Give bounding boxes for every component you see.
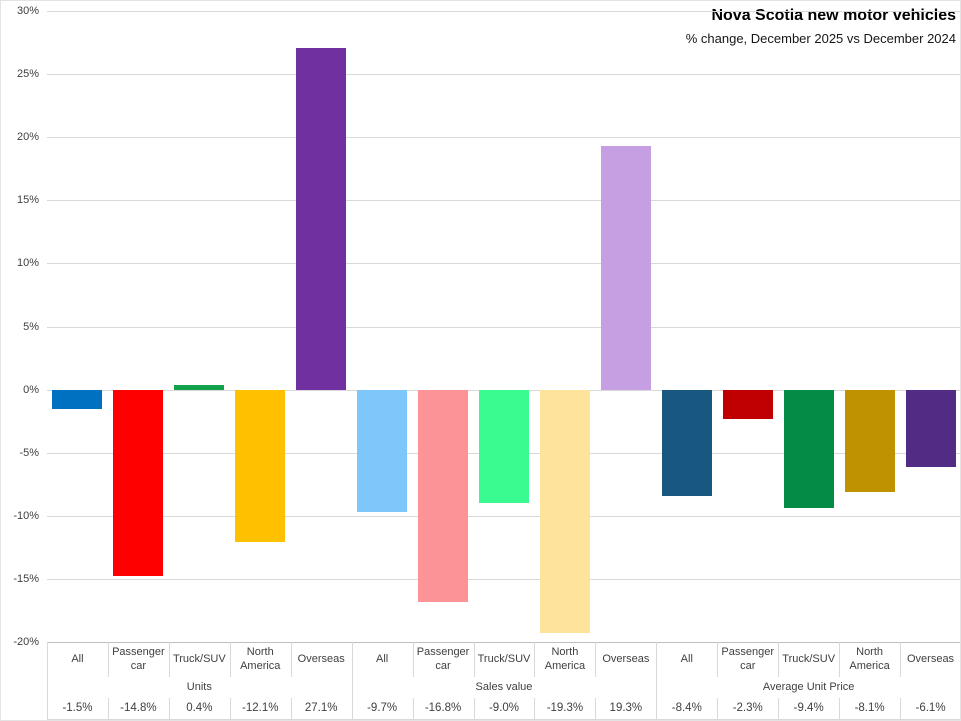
group-label-units: Units xyxy=(186,680,212,693)
value-label-sales-value-overseas: 19.3% xyxy=(609,702,643,715)
table-cell-border xyxy=(534,642,536,677)
category-label-overseas: Overseas xyxy=(297,652,345,665)
bar-average-unit-price-truck-suv xyxy=(783,389,834,509)
value-label-average-unit-price-overseas: -6.1% xyxy=(915,702,946,715)
table-cell-border xyxy=(229,698,231,719)
y-tick-label: -20% xyxy=(13,636,39,648)
y-tick-label: 10% xyxy=(16,257,39,270)
category-label-truck-suv: Truck/SUV xyxy=(172,652,226,665)
bar-sales-value-overseas xyxy=(600,146,651,390)
table-cell-border xyxy=(839,698,841,719)
table-cell-border xyxy=(107,642,109,677)
table-group-border xyxy=(656,642,658,719)
table-cell-border xyxy=(595,698,597,719)
value-label-sales-value-north-america: -19.3% xyxy=(546,702,584,715)
chart-title: Nova Scotia new motor vehicles xyxy=(711,7,956,24)
bar-average-unit-price-all xyxy=(661,389,712,496)
table-cell-border xyxy=(168,642,170,677)
category-label-north-america: North America xyxy=(544,645,586,672)
category-label-north-america: North America xyxy=(849,645,890,672)
gridline xyxy=(47,263,960,265)
value-label-average-unit-price-all: -8.4% xyxy=(671,702,702,715)
value-label-units-overseas: 27.1% xyxy=(304,702,338,715)
y-tick-label: 30% xyxy=(16,5,39,17)
gridline xyxy=(47,137,960,139)
category-label-overseas: Overseas xyxy=(602,652,650,665)
group-label-sales-value: Sales value xyxy=(475,680,533,693)
table-cell-border xyxy=(473,642,475,677)
category-label-overseas: Overseas xyxy=(906,652,955,665)
table-cell-border xyxy=(717,698,719,719)
chart-subtitle: % change, December 2025 vs December 2024 xyxy=(685,31,956,46)
value-label-sales-value-all: -9.7% xyxy=(367,702,398,715)
table-cell-border xyxy=(473,698,475,719)
gridline xyxy=(47,326,960,328)
table-cell-border xyxy=(168,698,170,719)
category-label-north-america: North America xyxy=(240,645,281,672)
bar-sales-value-all xyxy=(357,389,408,512)
value-label-units-all: -1.5% xyxy=(62,702,93,715)
table-cell-border xyxy=(412,698,414,719)
y-tick-label: -5% xyxy=(19,446,39,459)
table-cell-border xyxy=(778,642,780,677)
table-cell-border xyxy=(534,698,536,719)
value-label-sales-value-truck-suv: -9.0% xyxy=(488,702,520,715)
table-cell-border xyxy=(900,698,902,719)
table-cell-border xyxy=(839,642,841,677)
value-label-units-north-america: -12.1% xyxy=(242,702,279,715)
gridline xyxy=(47,200,960,202)
gridline xyxy=(47,515,960,517)
value-label-units-truck-suv: 0.4% xyxy=(186,702,213,715)
y-tick-label: -10% xyxy=(13,509,39,522)
category-label-all: All xyxy=(376,652,389,665)
table-cell-border xyxy=(290,698,292,719)
y-tick-label: 5% xyxy=(23,320,39,333)
bar-units-all xyxy=(52,389,103,409)
category-label-passenger-car: Passenger car xyxy=(721,645,775,672)
table-cell-border xyxy=(717,642,719,677)
bar-units-passenger-car xyxy=(113,389,164,577)
table-cell-border xyxy=(595,642,597,677)
value-label-units-passenger-car: -14.8% xyxy=(120,702,157,715)
bar-units-truck-suv xyxy=(174,384,225,390)
table-cell-border xyxy=(290,642,292,677)
y-tick-label: 0% xyxy=(23,383,39,396)
bar-average-unit-price-passenger-car xyxy=(722,389,773,419)
gridline xyxy=(47,74,960,76)
axis-line xyxy=(47,642,960,643)
bar-average-unit-price-overseas xyxy=(905,389,956,467)
gridline xyxy=(47,11,960,12)
bar-sales-value-passenger-car xyxy=(418,389,469,602)
category-label-passenger-car: Passenger car xyxy=(416,645,470,672)
table-bottom-border xyxy=(47,719,960,720)
y-tick-label: 20% xyxy=(16,131,39,144)
bar-average-unit-price-north-america xyxy=(844,389,895,492)
bar-sales-value-truck-suv xyxy=(479,389,529,504)
bar-sales-value-north-america xyxy=(539,389,590,634)
table-cell-border xyxy=(778,698,780,719)
category-label-passenger-car: Passenger car xyxy=(112,645,165,672)
table-cell-border xyxy=(107,698,109,719)
group-label-average-unit-price: Average Unit Price xyxy=(762,680,855,693)
bar-units-north-america xyxy=(235,389,286,543)
value-label-average-unit-price-passenger-car: -2.3% xyxy=(732,702,763,715)
y-tick-label: -15% xyxy=(13,572,39,585)
value-label-average-unit-price-north-america: -8.1% xyxy=(854,702,885,715)
table-cell-border xyxy=(229,642,231,677)
value-label-average-unit-price-truck-suv: -9.4% xyxy=(793,702,824,715)
value-label-sales-value-passenger-car: -16.8% xyxy=(424,702,462,715)
category-label-all: All xyxy=(71,652,84,665)
category-label-all: All xyxy=(680,652,693,665)
bar-units-overseas xyxy=(296,47,347,390)
y-tick-label: 25% xyxy=(16,68,39,81)
table-cell-border xyxy=(900,642,902,677)
table-group-border xyxy=(47,642,48,719)
category-label-truck-suv: Truck/SUV xyxy=(477,652,531,665)
category-label-truck-suv: Truck/SUV xyxy=(782,652,836,665)
y-tick-label: 15% xyxy=(16,194,39,207)
table-cell-border xyxy=(412,642,414,677)
gridline xyxy=(47,578,960,580)
table-group-border xyxy=(351,642,353,719)
